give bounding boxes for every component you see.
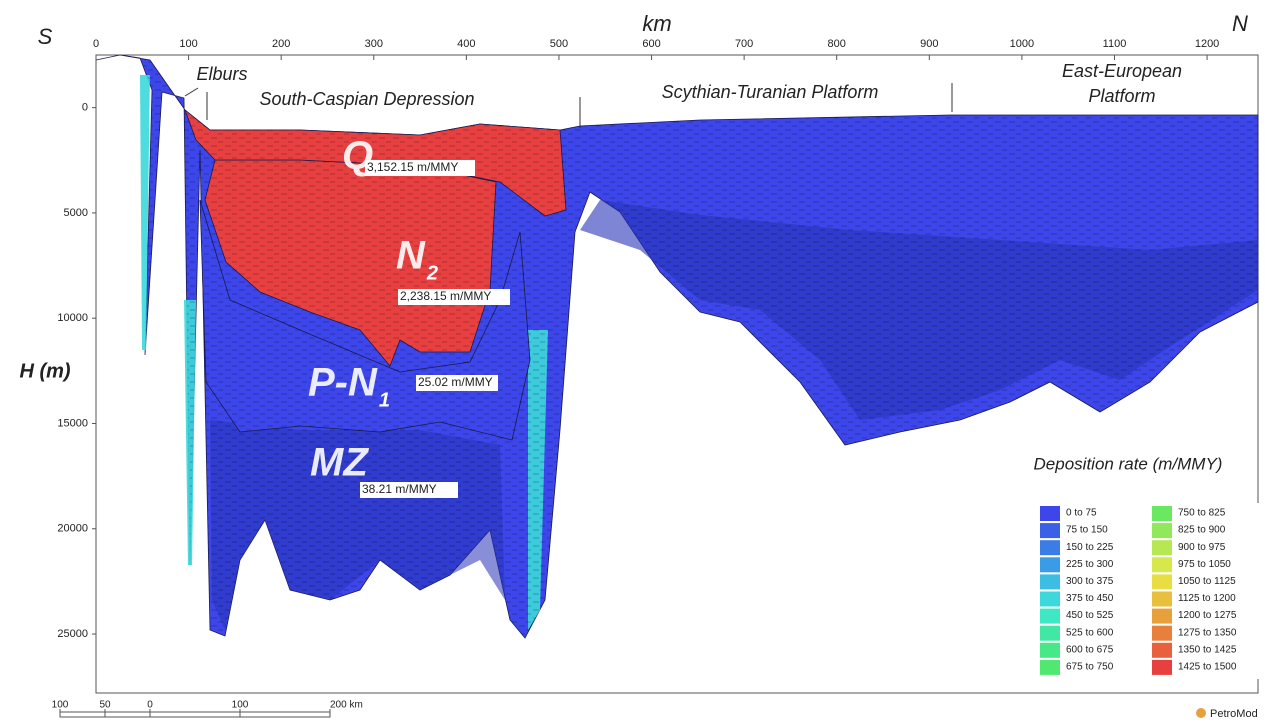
legend-label: 1050 to 1125 <box>1178 576 1236 587</box>
legend-label: 450 to 525 <box>1066 610 1114 621</box>
x-tick-label: 1000 <box>1010 38 1034 50</box>
rate-box <box>398 289 510 305</box>
rate-label: 2,238.15 m/MMY <box>400 289 491 303</box>
leader <box>184 87 199 97</box>
legend-label: 1275 to 1350 <box>1178 627 1237 638</box>
y-tick-label: 25000 <box>57 628 88 640</box>
legend-swatch <box>1040 642 1060 658</box>
legend-label: 1425 to 1500 <box>1178 662 1237 673</box>
x-tick-label: 600 <box>642 38 660 50</box>
scale-label: 50 <box>99 700 111 711</box>
legend-label: 150 to 225 <box>1066 542 1114 553</box>
rate-box <box>360 482 458 498</box>
legend-swatch <box>1152 506 1172 521</box>
rate-label: 25.02 m/MMY <box>418 375 493 389</box>
legend-swatch <box>1040 557 1060 573</box>
region-label: Elburs <box>196 64 247 84</box>
legend-label: 975 to 1050 <box>1178 559 1231 570</box>
x-tick-label: 1200 <box>1195 38 1219 50</box>
x-tick-label: 700 <box>735 38 753 50</box>
legend-label: 750 to 825 <box>1178 508 1226 519</box>
legend-swatch <box>1040 523 1060 539</box>
legend-swatch <box>1040 591 1060 607</box>
logo: PetroMod <box>1210 708 1258 720</box>
scale-label: 100 <box>232 700 249 711</box>
layer-name: P-N <box>308 361 378 405</box>
scale-bar <box>59 711 331 718</box>
layer-name: MZ <box>310 441 369 485</box>
x-tick-label: 400 <box>457 38 475 50</box>
x-tick-label: 900 <box>920 38 938 50</box>
legend-label: 525 to 600 <box>1066 627 1114 638</box>
legend-swatch <box>1040 608 1060 624</box>
legend-label: 75 to 150 <box>1066 525 1108 536</box>
legend-label: 675 to 750 <box>1066 662 1114 673</box>
legend-label: 0 to 75 <box>1066 508 1097 519</box>
layer-subscript: 1 <box>379 389 390 411</box>
legend-swatch <box>1040 540 1060 556</box>
legend-swatch <box>1152 625 1172 641</box>
layer-name: N <box>396 234 426 278</box>
legend-label: 1200 to 1275 <box>1178 610 1237 621</box>
legend-swatch <box>1152 540 1172 556</box>
x-tick-label: 300 <box>365 38 383 50</box>
x-tick-label: 0 <box>93 38 99 50</box>
legend-label: 1125 to 1200 <box>1178 593 1236 604</box>
legend-label: 900 to 975 <box>1178 542 1226 553</box>
legend-swatch <box>1152 608 1172 624</box>
y-tick-label: 0 <box>82 102 88 114</box>
scale-label: 200 km <box>330 700 363 711</box>
region-label: South-Caspian Depression <box>259 89 474 109</box>
region-label: Scythian-Turanian Platform <box>662 82 879 102</box>
x-tick-label: 500 <box>550 38 568 50</box>
legend-swatch <box>1152 642 1172 658</box>
layer-subscript: 2 <box>426 262 438 284</box>
legend-swatch <box>1040 506 1060 521</box>
legend-swatch <box>1040 659 1060 675</box>
legend-label: 600 to 675 <box>1066 644 1114 655</box>
legend-swatch <box>1152 659 1172 675</box>
region-label: Platform <box>1088 86 1155 106</box>
left-end-label: S <box>38 24 53 49</box>
y-tick-label: 15000 <box>57 417 88 429</box>
legend-title: Deposition rate (m/MMY) <box>1034 454 1223 473</box>
y-tick-label: 20000 <box>57 523 88 535</box>
legend-swatch <box>1040 574 1060 590</box>
rate-label: 38.21 m/MMY <box>362 482 437 496</box>
cyan-strip <box>140 75 150 350</box>
x-tick-label: 200 <box>272 38 290 50</box>
legend-label: 300 to 375 <box>1066 576 1114 587</box>
x-tick-label: 800 <box>828 38 846 50</box>
legend-swatch <box>1040 625 1060 641</box>
legend-swatch <box>1152 574 1172 590</box>
rate-label: 3,152.15 m/MMY <box>367 160 458 174</box>
y-axis-label: H (m) <box>19 360 70 382</box>
rate-box <box>416 375 498 391</box>
x-tick-label: 1100 <box>1103 38 1127 50</box>
logo-icon <box>1196 708 1206 718</box>
legend-swatch <box>1152 591 1172 607</box>
x-tick-label: 100 <box>179 38 197 50</box>
y-tick-label: 10000 <box>57 312 88 324</box>
legend-swatch <box>1152 557 1172 573</box>
legend-label: 825 to 900 <box>1178 525 1226 536</box>
scale-label: 0 <box>147 700 153 711</box>
right-end-label: N <box>1232 11 1248 36</box>
legend-swatch <box>1152 523 1172 539</box>
legend-label: 225 to 300 <box>1066 559 1114 570</box>
rate-box <box>365 160 475 176</box>
y-tick-label: 5000 <box>64 207 88 219</box>
region-label: East-European <box>1062 61 1182 81</box>
x-axis-label: km <box>642 11 671 36</box>
legend-label: 1350 to 1425 <box>1178 644 1237 655</box>
legend-label: 375 to 450 <box>1066 593 1114 604</box>
scale-label: 100 <box>52 700 69 711</box>
legend-box <box>1034 503 1264 679</box>
